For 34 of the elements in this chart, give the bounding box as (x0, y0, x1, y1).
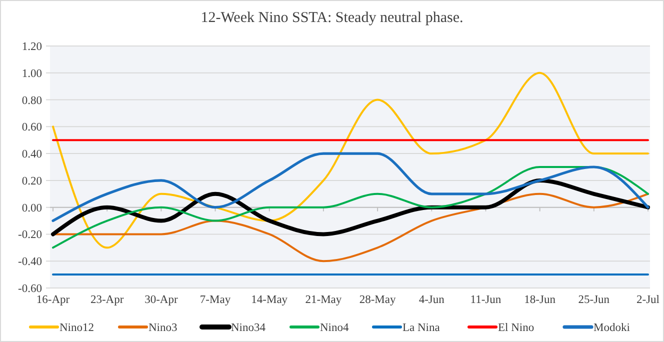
legend-label: El Nino (498, 322, 534, 334)
x-tick-label: 4-Jun (418, 294, 445, 306)
line-series (52, 72, 649, 249)
legend-label: Modoki (594, 322, 630, 334)
chart-title: 12-Week Nino SSTA: Steady neutral phase. (200, 10, 464, 26)
line-series (52, 152, 650, 222)
legend-label: Nino3 (148, 322, 178, 334)
x-tick-label: 18-Jun (524, 294, 556, 306)
legend-label: La Nina (402, 322, 440, 334)
legend-label: Nino12 (60, 322, 94, 334)
y-tick-label: 0.20 (22, 175, 42, 188)
x-tick-label: 2-Jul (636, 294, 660, 306)
x-tick-label: 23-Apr (90, 294, 124, 306)
y-tick-label: -0.20 (18, 229, 42, 242)
line-series (52, 166, 649, 249)
x-tick-label: 28-May (359, 294, 396, 306)
y-tick-label: 1.00 (22, 68, 42, 80)
x-tick-label: 30-Apr (144, 294, 178, 306)
x-tick-label: 21-May (305, 294, 342, 306)
y-tick-label: 0.40 (22, 148, 42, 161)
x-tick-label: 7-May (200, 294, 231, 306)
x-tick-label: 16-Apr (36, 294, 70, 306)
y-tick-label: -0.40 (18, 256, 42, 268)
y-tick-label: 0.80 (22, 94, 42, 107)
y-tick-label: -0.60 (18, 283, 42, 295)
y-tick-label: 0.60 (22, 122, 42, 134)
x-tick-label: 25-Jun (578, 294, 610, 306)
y-tick-label: 1.20 (22, 41, 42, 53)
legend-label: Nino4 (320, 322, 349, 334)
x-tick-label: 11-Jun (470, 294, 502, 306)
y-tick-label: 0.00 (22, 202, 42, 214)
x-tick-label: 14-May (251, 294, 288, 306)
line-series (51, 178, 650, 236)
legend-label: Nino34 (231, 322, 266, 334)
